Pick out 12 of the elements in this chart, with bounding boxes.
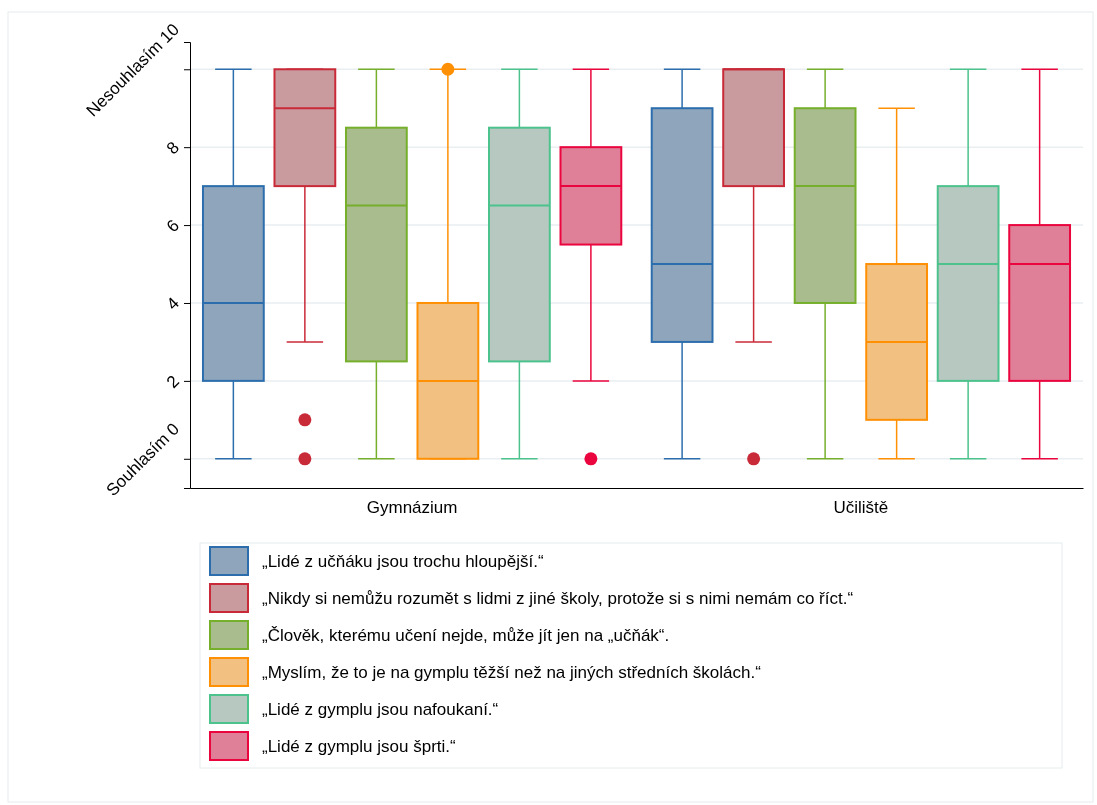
x-tick-label: Učiliště xyxy=(833,498,889,518)
legend-label: „Myslím, že to je na gymplu těžší než na jiných středních školách.“ xyxy=(262,662,762,682)
legend-label: „Člověk, kterému učení nejde, může jít jen na „učňák“. xyxy=(262,625,670,645)
legend-label: „Lidé z učňáku jsou trochu hloupější.“ xyxy=(262,551,544,571)
legend-label: „Lidé z gymplu jsou nafoukaní.“ xyxy=(262,699,499,719)
legend-label: „Nikdy si nemůžu rozumět s lidmi z jiné školy, protože si s nimi nemám co říct.“ xyxy=(262,588,854,608)
y-tick-label: 6 xyxy=(162,215,184,236)
y-tick-label: 8 xyxy=(162,137,184,159)
y-tick-label: 2 xyxy=(162,371,184,392)
legend-label: „Lidé z gymplu jsou šprti.“ xyxy=(262,736,457,756)
y-tick-label: 4 xyxy=(162,293,184,314)
x-tick-label: Gymnázium xyxy=(366,498,458,518)
